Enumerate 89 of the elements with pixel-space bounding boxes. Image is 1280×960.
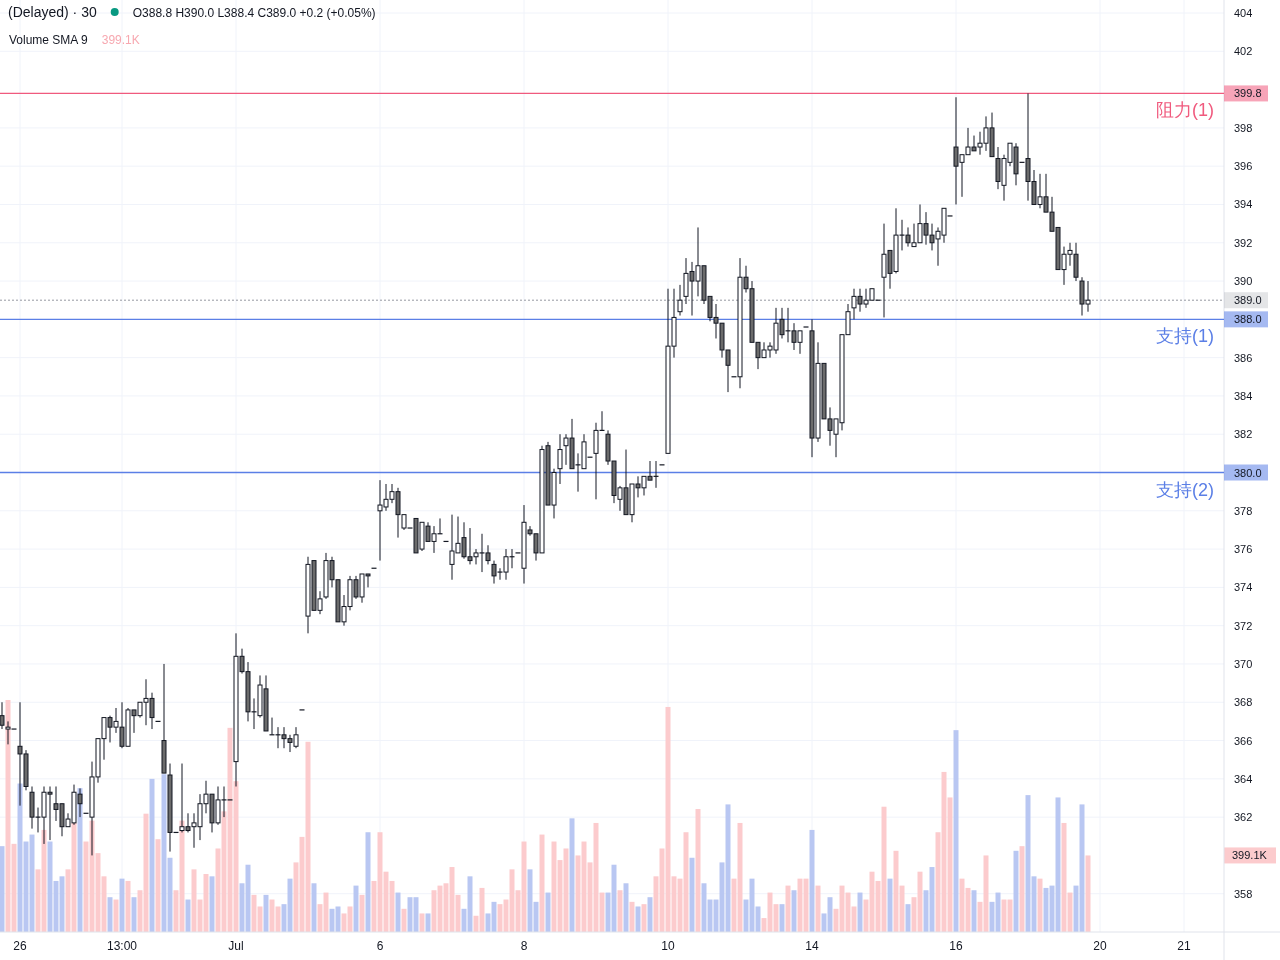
- y-tick-label: 402: [1234, 45, 1253, 58]
- annotation: 399.1K: [101, 33, 140, 47]
- ref-line-label: 支持(2): [1156, 479, 1214, 500]
- y-tick-label: 374: [1234, 581, 1253, 594]
- candlestick: [677, 284, 683, 317]
- bar: [209, 876, 215, 932]
- bar: [629, 901, 635, 932]
- bar: [971, 890, 977, 932]
- bar: [185, 899, 191, 932]
- x-tick-label: Jul: [228, 939, 244, 953]
- bar: [107, 897, 113, 932]
- candlestick: [0, 701, 5, 730]
- text: 399.8: [1234, 87, 1262, 100]
- y-tick-label: 394: [1234, 198, 1253, 211]
- bar: [857, 892, 863, 932]
- bar: [953, 730, 959, 932]
- y-tick-label: 370: [1234, 657, 1253, 670]
- bar: [419, 913, 425, 932]
- bar: [647, 897, 653, 932]
- y-tick-label: 372: [1234, 619, 1253, 632]
- y-tick-label: 396: [1234, 160, 1253, 173]
- x-tick-label: 20: [1093, 939, 1107, 953]
- text: 399.1K: [1232, 849, 1268, 862]
- y-tick-label: 384: [1234, 389, 1253, 402]
- y-tick-label: 404: [1234, 7, 1253, 20]
- bar: [635, 906, 641, 932]
- x-tick-label: 6: [376, 939, 384, 953]
- bar: [1019, 846, 1025, 932]
- bar: [809, 829, 815, 932]
- y-tick-label: 390: [1234, 275, 1253, 288]
- text: O388.8 H390.0 L388.4 C389.0 +0.2 (+0.05%): [132, 6, 376, 20]
- bar: [0, 846, 5, 932]
- bar: [119, 878, 125, 932]
- bar: [779, 904, 785, 932]
- bar: [695, 809, 701, 932]
- bar: [545, 892, 551, 932]
- bar: [113, 899, 119, 932]
- x-tick-label: 13:00: [106, 939, 138, 953]
- y-tick-label: 376: [1234, 543, 1253, 556]
- bar: [569, 818, 575, 932]
- x-tick-label: 8: [520, 939, 528, 953]
- bar: [395, 892, 401, 932]
- text: 388.0: [1234, 313, 1262, 326]
- bar: [689, 857, 695, 932]
- y-tick-label: 386: [1234, 351, 1253, 364]
- y-tick-label: 368: [1234, 696, 1253, 709]
- y-tick-label: 398: [1234, 121, 1253, 134]
- bar: [623, 883, 629, 932]
- text: 389.0: [1234, 294, 1262, 307]
- bar: [155, 839, 161, 932]
- bar: [1085, 855, 1091, 932]
- x-tick-label: 16: [949, 939, 963, 953]
- x-tick-label: 14: [805, 939, 819, 953]
- candlestick: [557, 433, 563, 485]
- ref-line-label: 支持(1): [1156, 326, 1214, 347]
- y-tick-label: 362: [1234, 811, 1253, 824]
- chart-title: Volume SMA 9: [9, 33, 89, 47]
- y-tick-label: 382: [1234, 428, 1253, 441]
- bar: [365, 832, 371, 932]
- y-tick-label: 366: [1234, 734, 1253, 747]
- x-tick-label: 26: [13, 939, 27, 953]
- bar: [125, 880, 131, 932]
- bar: [311, 883, 317, 932]
- bar: [887, 878, 893, 932]
- bar: [815, 885, 821, 932]
- bar: [401, 908, 407, 932]
- bar: [617, 890, 623, 932]
- bar: [785, 885, 791, 932]
- y-tick-label: 392: [1234, 236, 1253, 249]
- bar: [149, 778, 155, 932]
- bar: [131, 897, 137, 932]
- bar: [791, 890, 797, 932]
- y-tick-label: 378: [1234, 504, 1253, 517]
- bar: [641, 904, 647, 932]
- ref-line-label: 阻力(1): [1156, 100, 1214, 121]
- x-tick-label: 21: [1177, 939, 1191, 953]
- bar: [353, 885, 359, 932]
- bar: [539, 834, 545, 932]
- y-tick-label: 358: [1234, 887, 1253, 900]
- chart-title: (Delayed) · 30: [8, 4, 97, 20]
- bar: [425, 913, 431, 932]
- bar: [1013, 850, 1019, 932]
- bar: [905, 904, 911, 932]
- bar: [263, 894, 269, 932]
- text: 380.0: [1234, 466, 1262, 479]
- bar: [359, 894, 365, 932]
- y-tick-label: 364: [1234, 772, 1253, 785]
- bar: [1037, 878, 1043, 932]
- x-tick-label: 10: [661, 939, 675, 953]
